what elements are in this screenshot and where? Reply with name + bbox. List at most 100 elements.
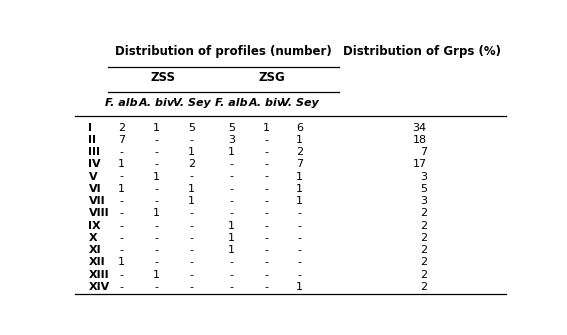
Text: -: - xyxy=(229,172,233,182)
Text: -: - xyxy=(297,270,302,280)
Text: 1: 1 xyxy=(228,233,235,243)
Text: 1: 1 xyxy=(118,257,125,267)
Text: -: - xyxy=(264,270,268,280)
Text: -: - xyxy=(155,233,159,243)
Text: -: - xyxy=(155,282,159,292)
Text: 1: 1 xyxy=(188,147,195,157)
Text: 2: 2 xyxy=(420,208,427,218)
Text: -: - xyxy=(120,245,124,255)
Text: V: V xyxy=(88,172,97,182)
Text: -: - xyxy=(264,208,268,218)
Text: -: - xyxy=(297,221,302,230)
Text: -: - xyxy=(120,221,124,230)
Text: -: - xyxy=(120,233,124,243)
Text: 2: 2 xyxy=(420,233,427,243)
Text: 1: 1 xyxy=(296,282,303,292)
Text: -: - xyxy=(229,208,233,218)
Text: -: - xyxy=(297,208,302,218)
Text: 1: 1 xyxy=(153,123,160,133)
Text: -: - xyxy=(190,233,194,243)
Text: -: - xyxy=(264,282,268,292)
Text: -: - xyxy=(155,147,159,157)
Text: -: - xyxy=(264,233,268,243)
Text: IX: IX xyxy=(88,221,101,230)
Text: 2: 2 xyxy=(118,123,125,133)
Text: -: - xyxy=(190,270,194,280)
Text: ZSS: ZSS xyxy=(151,71,176,84)
Text: -: - xyxy=(190,221,194,230)
Text: -: - xyxy=(190,245,194,255)
Text: -: - xyxy=(264,135,268,145)
Text: XII: XII xyxy=(88,257,105,267)
Text: 2: 2 xyxy=(420,257,427,267)
Text: 18: 18 xyxy=(413,135,427,145)
Text: 1: 1 xyxy=(228,147,235,157)
Text: 34: 34 xyxy=(413,123,427,133)
Text: 3: 3 xyxy=(228,135,235,145)
Text: XIII: XIII xyxy=(88,270,109,280)
Text: V. Sey: V. Sey xyxy=(281,98,318,109)
Text: II: II xyxy=(88,135,96,145)
Text: -: - xyxy=(155,221,159,230)
Text: -: - xyxy=(155,196,159,206)
Text: -: - xyxy=(190,172,194,182)
Text: VIII: VIII xyxy=(88,208,109,218)
Text: -: - xyxy=(190,257,194,267)
Text: -: - xyxy=(120,208,124,218)
Text: -: - xyxy=(120,282,124,292)
Text: 6: 6 xyxy=(296,123,303,133)
Text: 1: 1 xyxy=(228,245,235,255)
Text: 5: 5 xyxy=(420,184,427,194)
Text: -: - xyxy=(229,159,233,169)
Text: 1: 1 xyxy=(188,184,195,194)
Text: XI: XI xyxy=(88,245,101,255)
Text: -: - xyxy=(120,196,124,206)
Text: 2: 2 xyxy=(420,282,427,292)
Text: -: - xyxy=(190,282,194,292)
Text: 2: 2 xyxy=(420,270,427,280)
Text: -: - xyxy=(155,257,159,267)
Text: -: - xyxy=(229,184,233,194)
Text: -: - xyxy=(120,172,124,182)
Text: 1: 1 xyxy=(153,270,160,280)
Text: 1: 1 xyxy=(296,184,303,194)
Text: -: - xyxy=(120,147,124,157)
Text: -: - xyxy=(297,245,302,255)
Text: V. Sey: V. Sey xyxy=(173,98,210,109)
Text: -: - xyxy=(155,245,159,255)
Text: -: - xyxy=(264,221,268,230)
Text: 5: 5 xyxy=(188,123,195,133)
Text: -: - xyxy=(229,282,233,292)
Text: -: - xyxy=(155,184,159,194)
Text: Distribution of Grps (%): Distribution of Grps (%) xyxy=(344,45,501,58)
Text: 7: 7 xyxy=(420,147,427,157)
Text: F. alb: F. alb xyxy=(215,98,248,109)
Text: ZSG: ZSG xyxy=(259,71,285,84)
Text: 3: 3 xyxy=(420,172,427,182)
Text: A. biv: A. biv xyxy=(248,98,285,109)
Text: F. alb: F. alb xyxy=(105,98,138,109)
Text: -: - xyxy=(264,196,268,206)
Text: 2: 2 xyxy=(420,245,427,255)
Text: -: - xyxy=(229,196,233,206)
Text: -: - xyxy=(155,159,159,169)
Text: -: - xyxy=(229,270,233,280)
Text: 1: 1 xyxy=(153,172,160,182)
Text: 2: 2 xyxy=(188,159,195,169)
Text: 1: 1 xyxy=(118,159,125,169)
Text: 1: 1 xyxy=(263,123,270,133)
Text: -: - xyxy=(264,245,268,255)
Text: 1: 1 xyxy=(296,196,303,206)
Text: IV: IV xyxy=(88,159,101,169)
Text: 1: 1 xyxy=(228,221,235,230)
Text: VI: VI xyxy=(88,184,101,194)
Text: Distribution of profiles (number): Distribution of profiles (number) xyxy=(115,45,332,58)
Text: 2: 2 xyxy=(296,147,303,157)
Text: -: - xyxy=(190,208,194,218)
Text: -: - xyxy=(229,257,233,267)
Text: -: - xyxy=(190,135,194,145)
Text: I: I xyxy=(88,123,92,133)
Text: 17: 17 xyxy=(413,159,427,169)
Text: -: - xyxy=(297,257,302,267)
Text: 1: 1 xyxy=(118,184,125,194)
